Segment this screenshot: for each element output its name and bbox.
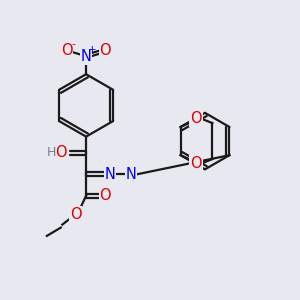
Text: H: H [46,146,56,160]
Text: -: - [72,40,76,50]
Text: N: N [81,49,92,64]
Text: O: O [61,43,73,58]
Text: +: + [88,45,96,56]
Text: O: O [190,111,202,126]
Text: O: O [55,146,67,160]
Text: O: O [190,156,202,171]
Text: O: O [100,43,111,58]
Text: N: N [104,167,115,182]
Text: O: O [100,188,111,203]
Text: N: N [126,167,137,182]
Text: O: O [70,207,82,222]
